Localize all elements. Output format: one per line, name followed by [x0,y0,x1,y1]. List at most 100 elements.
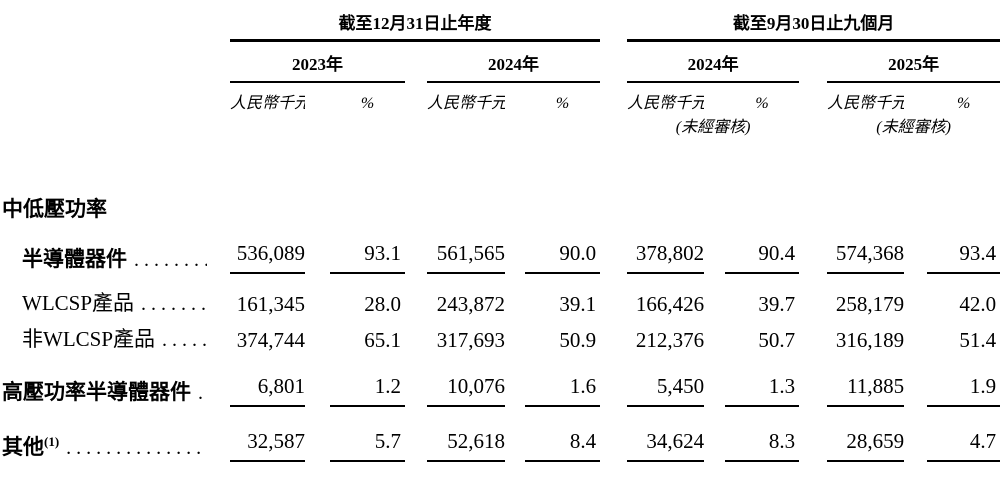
spacer [2,82,207,113]
percent-header: % [555,95,570,112]
percent-cell: 100.0 [725,461,800,478]
year-header-2025-nine-months: 2025年 [827,40,1000,83]
spacer [405,113,427,137]
amount-cell: 317,693 [436,328,505,352]
percent-cell: 1.3 [725,353,800,407]
amount-cell: 574,368 [827,223,905,274]
spacer [704,273,725,317]
amount-unit-header: 人民幣千元 [230,95,305,112]
spacer [600,41,627,83]
spacer [799,317,827,353]
amount-cell: 161,345 [236,292,305,316]
spacer [305,406,330,461]
year-header-2024-annual: 2024年 [427,40,601,83]
spacer [904,461,927,478]
percent-cell: 8.3 [725,406,800,462]
percent-cell: 65.1 [364,328,401,352]
spacer [305,461,330,478]
spacer [704,406,725,461]
spacer [799,41,827,83]
amount-unit-header: 人民幣千元 [827,95,905,112]
spacer [405,353,427,406]
amount-cell: 624,259 [427,461,505,478]
percent-cell: 42.0 [959,292,997,316]
percent-cell: 50.7 [758,328,796,352]
period-header-nine-months: 截至9月30日止九個月 [627,0,1000,42]
percent-cell: 1.9 [927,353,1000,407]
percent-cell: 90.0 [525,223,601,274]
spacer [2,41,207,83]
period-header-row: 截至12月31日止年度 截至9月30日止九個月 [2,0,1000,42]
spacer [207,273,230,317]
spacer [600,406,627,461]
percent-cell: 100.0 [927,461,1000,478]
footnote-marker: (1) [44,434,60,449]
spacer [207,41,230,83]
spacer [505,353,525,406]
spacer [405,41,427,83]
row-label: WLCSP產品 ................................… [2,273,207,317]
year-header-2024-nine-months: 2024年 [627,40,800,83]
amount-cell: 34,624 [627,406,705,462]
amount-cell: 11,885 [827,353,905,407]
spacer [600,82,627,113]
amount-cell: 6,801 [230,353,305,407]
spacer [405,82,427,113]
percent-cell: 50.9 [559,328,597,352]
spacer [405,461,427,478]
spacer [799,406,827,461]
spacer [704,353,725,406]
spacer [305,273,330,317]
spacer [305,82,330,113]
dot-leader: ........................................ [141,293,207,315]
spacer [2,113,207,137]
period-header-annual: 截至12月31日止年度 [230,0,601,42]
year-header-row: 2023年 2024年 2024年 2025年 [2,40,1000,83]
dot-leader: ........................................ [198,382,207,404]
spacer [904,406,927,461]
spacer [207,317,230,353]
amount-cell: 418,876 [627,461,705,478]
spacer [207,353,230,406]
spacer [904,223,927,273]
spacer [207,406,230,461]
spacer [405,273,427,317]
spacer [427,113,600,137]
total-row: 總計 .....................................… [2,461,1000,478]
spacer [600,113,627,137]
spacer [305,223,330,273]
percent-cell: 51.4 [959,328,997,352]
percent-header: % [360,95,375,112]
amount-cell: 374,744 [236,328,305,352]
percent-cell: 5.7 [330,406,405,462]
spacer [799,223,827,273]
percent-cell: 39.1 [559,292,597,316]
amount-cell: 575,477 [230,461,305,478]
spacer [207,113,230,137]
amount-cell: 378,802 [627,223,705,274]
amount-cell: 166,426 [635,292,705,316]
percent-cell: 90.4 [725,223,800,274]
spacer [405,406,427,461]
table-row: 其他(1) ..................................… [2,406,1000,462]
amount-cell: 243,872 [436,292,505,316]
spacer [600,461,627,478]
spacer [799,273,827,317]
table-row: 高壓功率半導體器件 ..............................… [2,353,1000,407]
percent-cell: 1.2 [330,353,405,407]
percent-cell: 28.0 [364,292,401,316]
spacer [799,353,827,406]
percent-cell: 39.7 [758,292,796,316]
percent-cell: 100.0 [525,461,601,478]
spacer [230,113,405,137]
amount-unit-header: 人民幣千元 [627,95,705,112]
percent-header: % [755,95,769,112]
unaudited-note-row: (未經審核) (未經審核) [2,113,1000,137]
amount-cell: 52,618 [427,406,505,462]
spacer [904,82,927,113]
amount-cell: 5,450 [627,353,705,407]
percent-header: % [956,95,971,112]
spacer [207,82,230,113]
